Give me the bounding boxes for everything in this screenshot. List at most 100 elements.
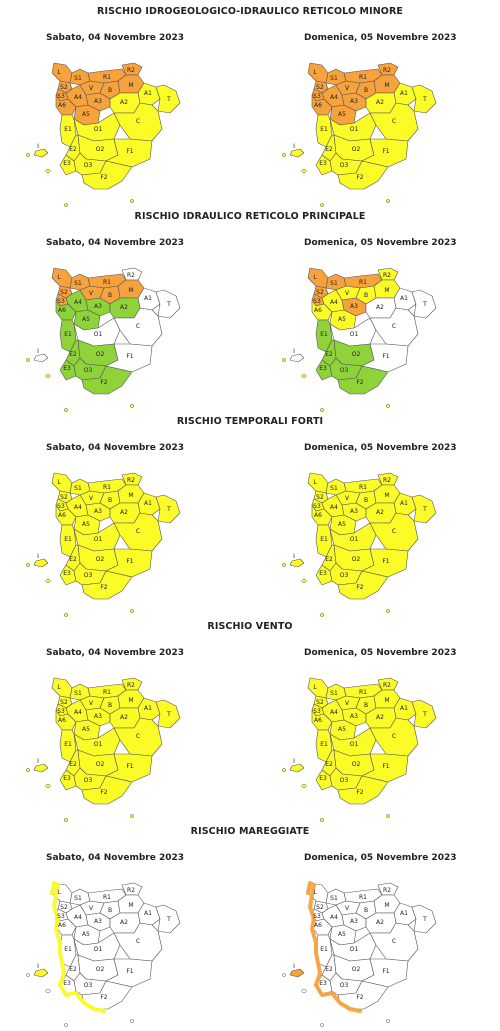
island bbox=[281, 153, 287, 157]
section-vento: RISCHIO VENTO Sabato, 04 Novembre 2023 L… bbox=[0, 621, 500, 826]
zone-r2 bbox=[121, 677, 143, 691]
tuscany-map: L S1 S2 S3 R2 R1 V B M A4 A3 A1 A6 A5 A2 T E1 O1 C E2 E3 O2 O3… bbox=[25, 62, 181, 207]
zone-a6 bbox=[311, 94, 333, 116]
zone-label: R1 bbox=[359, 74, 367, 81]
zone-label: E2 bbox=[325, 146, 333, 153]
zone-label: T bbox=[422, 711, 427, 718]
zone-label: I bbox=[37, 758, 39, 765]
zone-label: A3 bbox=[350, 918, 358, 925]
zone-label: T bbox=[422, 301, 427, 308]
zone-label: C bbox=[136, 118, 140, 125]
zone-e3 bbox=[59, 359, 77, 381]
zone-label: V bbox=[89, 700, 94, 707]
zone-label: E3 bbox=[319, 160, 327, 167]
zone-label: A6 bbox=[58, 717, 66, 724]
zone-label: A4 bbox=[330, 914, 338, 921]
zone-label: A5 bbox=[82, 726, 90, 733]
zone-a6 bbox=[311, 504, 333, 526]
zone-label: A1 bbox=[144, 90, 152, 97]
zone-label: V bbox=[345, 290, 350, 297]
zone-label: S2 bbox=[60, 84, 68, 91]
zone-a6 bbox=[311, 709, 333, 731]
zone-label: F1 bbox=[126, 148, 133, 155]
map-panel-sunday: Domenica, 05 Novembre 2023 L S1 S2 S3 R2 R1 V B… bbox=[270, 853, 500, 1028]
zone-label: F2 bbox=[100, 994, 107, 1001]
zone-l bbox=[51, 62, 73, 84]
zone-f2 bbox=[337, 570, 389, 600]
zone-label: O2 bbox=[96, 761, 105, 768]
zone-label: O1 bbox=[350, 741, 359, 748]
zone-label: F1 bbox=[126, 763, 133, 770]
island bbox=[281, 973, 287, 977]
zone-label: S1 bbox=[74, 280, 82, 287]
zone-label: A2 bbox=[120, 304, 128, 311]
zone-label: F2 bbox=[100, 174, 107, 181]
zone-l bbox=[307, 677, 329, 699]
zone-a6 bbox=[55, 504, 77, 526]
zone-label: S1 bbox=[330, 485, 338, 492]
coast-segment bbox=[58, 941, 66, 987]
zone-label: A3 bbox=[94, 918, 102, 925]
zone-r2 bbox=[377, 472, 399, 486]
zone-label: V bbox=[345, 85, 350, 92]
zone-label: I bbox=[293, 143, 295, 150]
zone-label: I bbox=[293, 758, 295, 765]
zone-label: A6 bbox=[314, 717, 322, 724]
island bbox=[25, 973, 31, 977]
island bbox=[385, 404, 391, 408]
zone-r2 bbox=[377, 267, 399, 281]
zone-i bbox=[33, 148, 49, 158]
zone-label: A3 bbox=[350, 508, 358, 515]
zone-f2 bbox=[81, 160, 133, 190]
zone-l bbox=[51, 472, 73, 494]
zone-label: I bbox=[37, 963, 39, 970]
zone-label: S3 bbox=[57, 708, 65, 715]
zone-label: I bbox=[37, 348, 39, 355]
zone-label: S2 bbox=[316, 84, 324, 91]
zone-i bbox=[289, 763, 305, 773]
zone-label: S1 bbox=[74, 485, 82, 492]
zone-label: O2 bbox=[96, 966, 105, 973]
zone-label: A1 bbox=[400, 500, 408, 507]
zone-label: F2 bbox=[356, 379, 363, 386]
zone-label: A3 bbox=[94, 303, 102, 310]
section-reticolo-principale: RISCHIO IDRAULICO RETICOLO PRINCIPALE Sa… bbox=[0, 211, 500, 416]
zone-label: R1 bbox=[359, 484, 367, 491]
island bbox=[281, 563, 287, 567]
section-mareggiate: RISCHIO MAREGGIATE Sabato, 04 Novembre 2… bbox=[0, 826, 500, 1031]
zone-t bbox=[155, 699, 181, 729]
zone-label: E3 bbox=[319, 980, 327, 987]
zone-i bbox=[289, 968, 305, 978]
section-reticolo-minore: RISCHIO IDROGEOLOGICO-IDRAULICO RETICOLO… bbox=[0, 6, 500, 211]
zone-label: R1 bbox=[359, 689, 367, 696]
zone-label: E3 bbox=[63, 160, 71, 167]
zone-label: R2 bbox=[383, 887, 391, 894]
zone-label: S1 bbox=[330, 690, 338, 697]
zone-label: B bbox=[108, 87, 112, 94]
zone-label: T bbox=[422, 916, 427, 923]
coast-segment bbox=[306, 881, 318, 945]
section-title: RISCHIO MAREGGIATE bbox=[190, 826, 310, 837]
zone-f2 bbox=[337, 365, 389, 395]
zone-r2 bbox=[121, 472, 143, 486]
zone-label: E3 bbox=[63, 365, 71, 372]
zone-label: C bbox=[136, 323, 140, 330]
zone-label: A2 bbox=[376, 304, 384, 311]
island bbox=[63, 613, 69, 617]
zone-label: M bbox=[384, 82, 389, 89]
tuscany-map: L S1 S2 S3 R2 R1 V B M A4 A3 A1 A6 A5 A2 T E1 O1 C E2 E3 O2 O3… bbox=[25, 472, 181, 617]
island bbox=[45, 579, 51, 583]
zone-label: R1 bbox=[103, 279, 111, 286]
zone-e3 bbox=[315, 564, 333, 586]
zone-label: B bbox=[364, 907, 368, 914]
zone-label: R2 bbox=[127, 887, 135, 894]
zone-f2 bbox=[81, 570, 133, 600]
zone-label: L bbox=[313, 479, 317, 486]
section-title: RISCHIO IDRAULICO RETICOLO PRINCIPALE bbox=[134, 211, 366, 222]
zone-label: C bbox=[392, 528, 396, 535]
zone-label: S1 bbox=[330, 75, 338, 82]
zone-label: E1 bbox=[64, 741, 72, 748]
zone-label: L bbox=[57, 684, 61, 691]
map-panel-saturday: Sabato, 04 Novembre 2023 L S1 S2 S3 R2 R1 V B M A… bbox=[14, 238, 244, 413]
map-panel-sunday: Domenica, 05 Novembre 2023 L S1 S2 S3 R2 R1 V B… bbox=[270, 33, 500, 208]
